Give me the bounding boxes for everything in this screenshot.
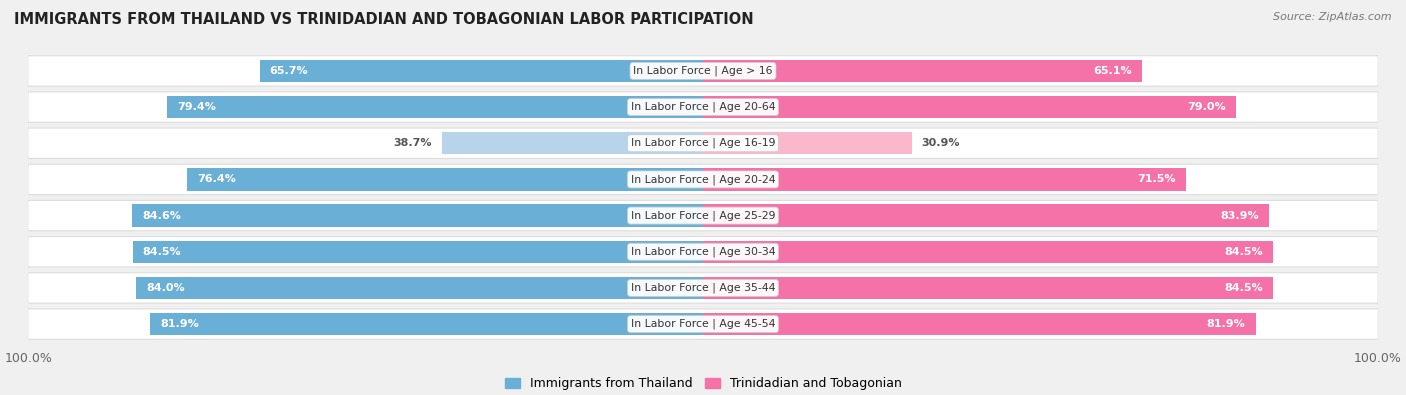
Legend: Immigrants from Thailand, Trinidadian and Tobagonian: Immigrants from Thailand, Trinidadian an…	[499, 372, 907, 395]
Text: 81.9%: 81.9%	[160, 319, 200, 329]
Bar	[132, 204, 703, 227]
Text: 65.7%: 65.7%	[270, 66, 308, 76]
Text: In Labor Force | Age 35-44: In Labor Force | Age 35-44	[631, 283, 775, 293]
Text: 84.6%: 84.6%	[142, 211, 181, 220]
Bar	[167, 96, 703, 118]
Bar	[703, 313, 1256, 335]
Bar	[136, 277, 703, 299]
FancyBboxPatch shape	[28, 164, 1378, 195]
Text: 81.9%: 81.9%	[1206, 319, 1246, 329]
Text: 84.5%: 84.5%	[1225, 247, 1263, 257]
Text: In Labor Force | Age 30-34: In Labor Force | Age 30-34	[631, 246, 775, 257]
Text: 83.9%: 83.9%	[1220, 211, 1260, 220]
Text: 76.4%: 76.4%	[197, 175, 236, 184]
Text: 30.9%: 30.9%	[922, 138, 960, 148]
Text: In Labor Force | Age 16-19: In Labor Force | Age 16-19	[631, 138, 775, 149]
Text: 38.7%: 38.7%	[394, 138, 432, 148]
FancyBboxPatch shape	[28, 237, 1378, 267]
Bar	[187, 168, 703, 191]
Bar	[132, 241, 703, 263]
Text: In Labor Force | Age 20-24: In Labor Force | Age 20-24	[631, 174, 775, 185]
FancyBboxPatch shape	[28, 128, 1378, 158]
Text: 84.5%: 84.5%	[143, 247, 181, 257]
Text: Source: ZipAtlas.com: Source: ZipAtlas.com	[1274, 12, 1392, 22]
Bar	[703, 96, 1236, 118]
Bar	[703, 241, 1274, 263]
Text: 84.0%: 84.0%	[146, 283, 184, 293]
Text: 84.5%: 84.5%	[1225, 283, 1263, 293]
Bar	[703, 60, 1142, 82]
Bar	[703, 132, 911, 154]
FancyBboxPatch shape	[28, 273, 1378, 303]
Bar	[703, 277, 1274, 299]
Text: 79.0%: 79.0%	[1188, 102, 1226, 112]
Bar	[150, 313, 703, 335]
Text: 65.1%: 65.1%	[1094, 66, 1132, 76]
Text: In Labor Force | Age 25-29: In Labor Force | Age 25-29	[631, 210, 775, 221]
Bar	[441, 132, 703, 154]
Text: IMMIGRANTS FROM THAILAND VS TRINIDADIAN AND TOBAGONIAN LABOR PARTICIPATION: IMMIGRANTS FROM THAILAND VS TRINIDADIAN …	[14, 12, 754, 27]
Text: In Labor Force | Age 20-64: In Labor Force | Age 20-64	[631, 102, 775, 112]
Bar	[703, 168, 1185, 191]
Text: In Labor Force | Age 45-54: In Labor Force | Age 45-54	[631, 319, 775, 329]
Text: In Labor Force | Age > 16: In Labor Force | Age > 16	[633, 66, 773, 76]
Text: 71.5%: 71.5%	[1137, 175, 1175, 184]
FancyBboxPatch shape	[28, 56, 1378, 86]
FancyBboxPatch shape	[28, 92, 1378, 122]
Bar	[703, 204, 1270, 227]
FancyBboxPatch shape	[28, 200, 1378, 231]
Text: 79.4%: 79.4%	[177, 102, 217, 112]
FancyBboxPatch shape	[28, 309, 1378, 339]
Bar	[260, 60, 703, 82]
